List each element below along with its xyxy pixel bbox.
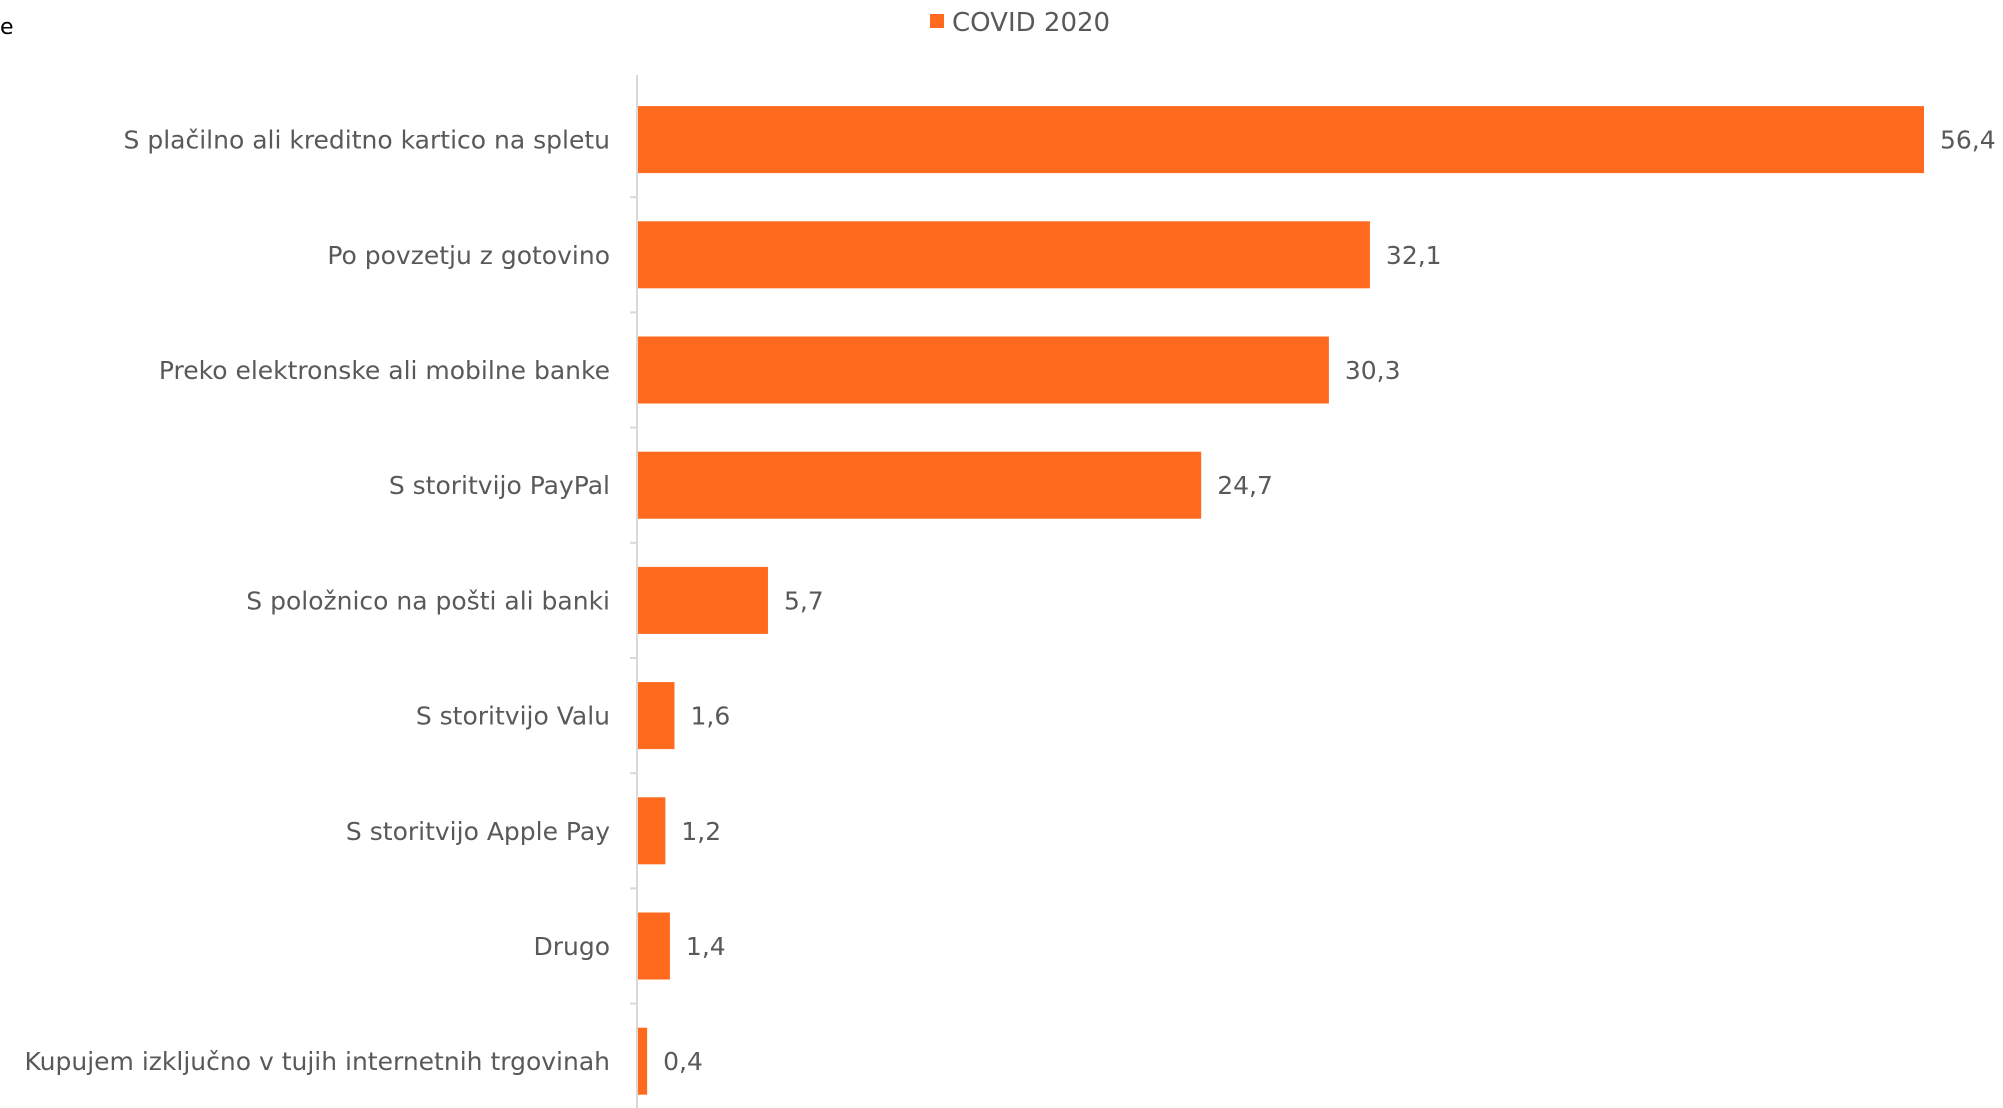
category-label: S storitvijo Apple Pay bbox=[346, 817, 610, 846]
bar-preko-elektronske-ali-mobilne-banke bbox=[638, 336, 1329, 404]
category-labels: S plačilno ali kreditno kartico na splet… bbox=[25, 126, 611, 1077]
edge-fragment-text: e bbox=[0, 15, 14, 40]
value-label: 56,4 bbox=[1940, 126, 1996, 155]
value-label: 5,7 bbox=[784, 586, 824, 615]
bar-kupujem-izkljucno-v-tujih-internetnih-trgovinah bbox=[638, 1027, 648, 1095]
value-label: 1,4 bbox=[686, 932, 726, 961]
category-label: Drugo bbox=[533, 932, 610, 961]
category-label: Preko elektronske ali mobilne banke bbox=[159, 356, 610, 385]
bar-s-storitvijo-paypal bbox=[638, 451, 1202, 519]
category-label: Po povzetju z gotovino bbox=[327, 241, 610, 270]
value-label: 1,2 bbox=[681, 817, 721, 846]
axis-ticks bbox=[630, 196, 638, 1005]
value-label: 24,7 bbox=[1217, 471, 1273, 500]
bar-s-storitvijo-apple-pay bbox=[638, 797, 666, 865]
legend-label: COVID 2020 bbox=[952, 8, 1110, 38]
bar-s-placilno-ali-kreditno-kartico-na-spletu bbox=[638, 106, 1924, 174]
bars bbox=[638, 106, 1924, 1095]
bar-po-povzetju-z-gotovino bbox=[638, 221, 1370, 289]
value-label: 32,1 bbox=[1386, 241, 1442, 270]
bar-s-poloznico-na-posti-ali-banki bbox=[638, 566, 768, 634]
value-labels: 56,4 32,1 30,3 24,7 5,7 1,6 1,2 1,4 0,4 bbox=[663, 126, 1996, 1077]
bar-s-storitvijo-valu bbox=[638, 682, 675, 750]
category-label: S storitvijo Valu bbox=[416, 702, 610, 731]
bar-drugo bbox=[638, 912, 670, 980]
category-label: S plačilno ali kreditno kartico na splet… bbox=[124, 126, 610, 155]
value-label: 0,4 bbox=[663, 1047, 703, 1076]
legend-swatch bbox=[930, 14, 944, 28]
category-label: S storitvijo PayPal bbox=[389, 471, 610, 500]
category-label: Kupujem izključno v tujih internetnih tr… bbox=[25, 1047, 611, 1076]
value-label: 1,6 bbox=[690, 702, 730, 731]
value-label: 30,3 bbox=[1345, 356, 1401, 385]
category-label: S položnico na pošti ali banki bbox=[246, 586, 610, 615]
legend: COVID 2020 bbox=[930, 8, 1110, 38]
